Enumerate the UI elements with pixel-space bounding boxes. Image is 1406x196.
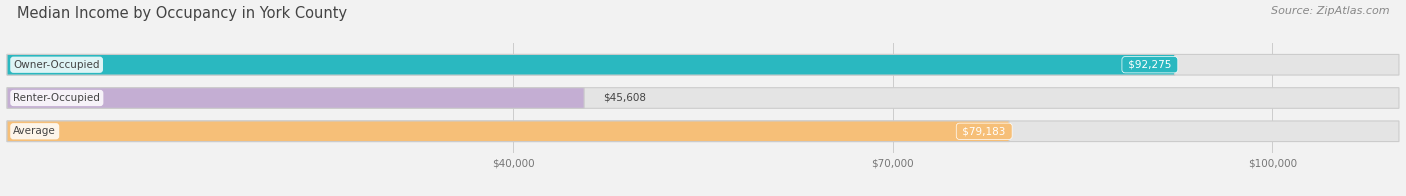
Text: Average: Average [14, 126, 56, 136]
FancyBboxPatch shape [7, 88, 1399, 108]
FancyBboxPatch shape [7, 54, 1399, 75]
Text: $92,275: $92,275 [1125, 60, 1174, 70]
Text: Owner-Occupied: Owner-Occupied [14, 60, 100, 70]
FancyBboxPatch shape [7, 121, 1399, 142]
FancyBboxPatch shape [7, 121, 1010, 142]
Text: Renter-Occupied: Renter-Occupied [14, 93, 100, 103]
FancyBboxPatch shape [7, 54, 1174, 75]
Text: Median Income by Occupancy in York County: Median Income by Occupancy in York Count… [17, 6, 347, 21]
FancyBboxPatch shape [7, 88, 583, 108]
Text: $79,183: $79,183 [959, 126, 1010, 136]
Text: Source: ZipAtlas.com: Source: ZipAtlas.com [1271, 6, 1389, 16]
Text: $45,608: $45,608 [603, 93, 647, 103]
